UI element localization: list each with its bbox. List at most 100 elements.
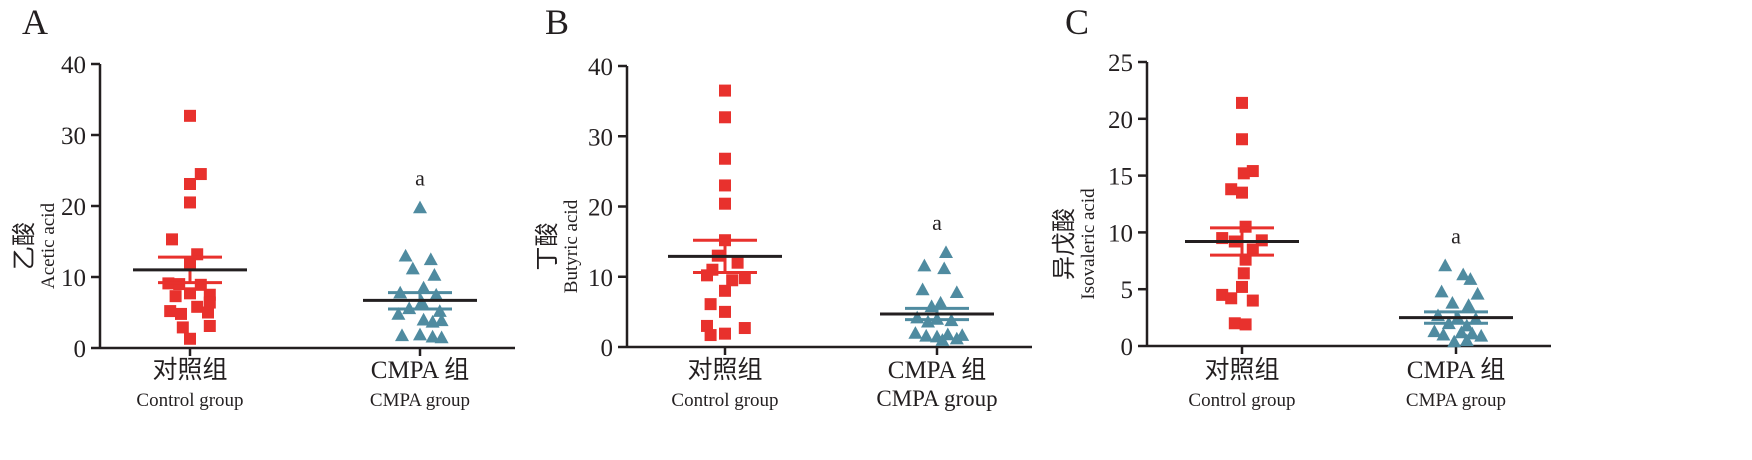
data-point-square (1246, 243, 1259, 256)
data-point-square (1239, 253, 1252, 266)
y-tick-label: 30 (61, 123, 86, 150)
data-point-triangle (1463, 272, 1478, 285)
x-category-label-cn: CMPA 组 (888, 356, 986, 384)
data-point-triangle (1454, 325, 1469, 339)
data-point-triangle (395, 328, 409, 342)
data-point-triangle (908, 326, 923, 339)
panel-c: C 0 5 10 15 20 25 异戊酸 Isovaleric acid 对照组 Control … (1051, 2, 1551, 411)
data-point-square (203, 296, 216, 309)
data-point-square (184, 109, 196, 122)
data-point-triangle (427, 268, 442, 281)
data-point-square (1236, 96, 1248, 109)
data-point-triangle (1456, 267, 1471, 281)
data-point-triangle (937, 261, 952, 275)
data-point-triangle (1431, 308, 1445, 322)
data-point-triangle (1470, 286, 1485, 300)
series-control (668, 84, 782, 342)
y-tick-label: 25 (1108, 50, 1133, 77)
data-point-triangle (413, 200, 427, 214)
data-point-triangle (432, 304, 447, 317)
x-category-label-en: CMPA group (876, 386, 997, 411)
y-tick-label: 15 (1108, 164, 1133, 191)
y-tick-label: 20 (61, 194, 86, 221)
y-tick-label: 5 (1121, 277, 1134, 304)
data-point-square (704, 298, 717, 311)
panel-a: A 0 10 20 30 40 乙酸 Acetic acid 对照组 Control group C… (11, 2, 515, 411)
data-point-triangle (935, 333, 950, 346)
data-point-square (1236, 280, 1248, 293)
data-point-triangle (1434, 284, 1449, 298)
x-category-label-en: Control group (1188, 390, 1295, 411)
y-axis-label: 异戊酸 Isovaleric acid (1051, 188, 1099, 300)
y-tick-label: 0 (601, 335, 614, 362)
data-point-triangle (1445, 295, 1460, 309)
y-axis-label-cn: 乙酸 (11, 222, 38, 270)
data-point-square (726, 274, 739, 287)
data-point-triangle (1474, 328, 1489, 342)
data-point-square (1237, 267, 1250, 280)
y-tick-label: 40 (61, 52, 86, 79)
data-point-triangle (391, 307, 406, 320)
data-point-square (719, 179, 731, 192)
data-point-triangle (1436, 327, 1451, 341)
data-point-square (175, 307, 187, 320)
data-point-triangle (429, 287, 444, 301)
data-point-triangle (416, 280, 431, 294)
x-category-label-cn: 对照组 (1204, 356, 1279, 384)
data-point-square (1225, 292, 1238, 305)
y-tick-label: 10 (1108, 220, 1133, 247)
data-point-square (1236, 133, 1248, 146)
data-point-square (176, 321, 189, 334)
significance-label: a (932, 210, 942, 235)
data-point-triangle (1461, 298, 1476, 311)
x-category-label-cn: CMPA 组 (1407, 356, 1505, 384)
data-point-triangle (915, 282, 930, 296)
data-point-triangle (423, 252, 438, 266)
data-point-triangle (921, 314, 935, 328)
data-point-square (719, 197, 731, 210)
x-category-label-en: Control group (136, 390, 243, 411)
data-point-triangle (1459, 333, 1474, 347)
data-point-triangle (1447, 334, 1462, 348)
data-point-square (1228, 317, 1241, 330)
y-tick-label: 20 (588, 195, 613, 222)
data-point-square (704, 329, 717, 342)
data-point-square (203, 319, 216, 332)
data-point-square (719, 305, 731, 318)
data-point-triangle (434, 313, 449, 327)
data-point-square (1236, 186, 1248, 199)
data-point-square (1225, 183, 1238, 196)
y-tick-label: 10 (61, 265, 86, 292)
panel-letter: B (545, 2, 569, 42)
series-cmpa: a (880, 210, 994, 346)
data-point-triangle (933, 295, 948, 309)
data-point-triangle (1427, 324, 1442, 338)
y-tick-label: 10 (588, 265, 613, 292)
data-point-square (184, 177, 196, 190)
data-point-square (191, 300, 204, 313)
panel-letter: C (1065, 2, 1089, 42)
y-axis-label-cn: 异戊酸 (1051, 208, 1078, 280)
data-point-square (701, 319, 713, 332)
data-point-square (169, 290, 182, 303)
y-tick-label: 20 (1108, 107, 1133, 134)
data-point-triangle (1438, 258, 1453, 272)
data-point-square (166, 233, 178, 246)
data-point-square (719, 284, 731, 297)
panel-b: B 0 10 20 30 40 丁酸 Butyric acid 对照组 Control group… (534, 2, 1032, 411)
panel-letter: A (22, 2, 48, 42)
data-point-square (194, 168, 207, 181)
data-point-square (738, 322, 751, 335)
series-control (133, 109, 247, 345)
data-point-triangle (1459, 318, 1474, 332)
y-axis-label-cn: 丁酸 (534, 223, 561, 271)
x-category-label-en: CMPA group (1406, 390, 1506, 411)
data-point-square (1237, 167, 1250, 180)
data-point-triangle (425, 329, 440, 343)
y-tick-label: 0 (74, 336, 87, 363)
data-point-triangle (939, 245, 953, 259)
data-point-square (1239, 318, 1252, 331)
series-control (1185, 96, 1299, 331)
